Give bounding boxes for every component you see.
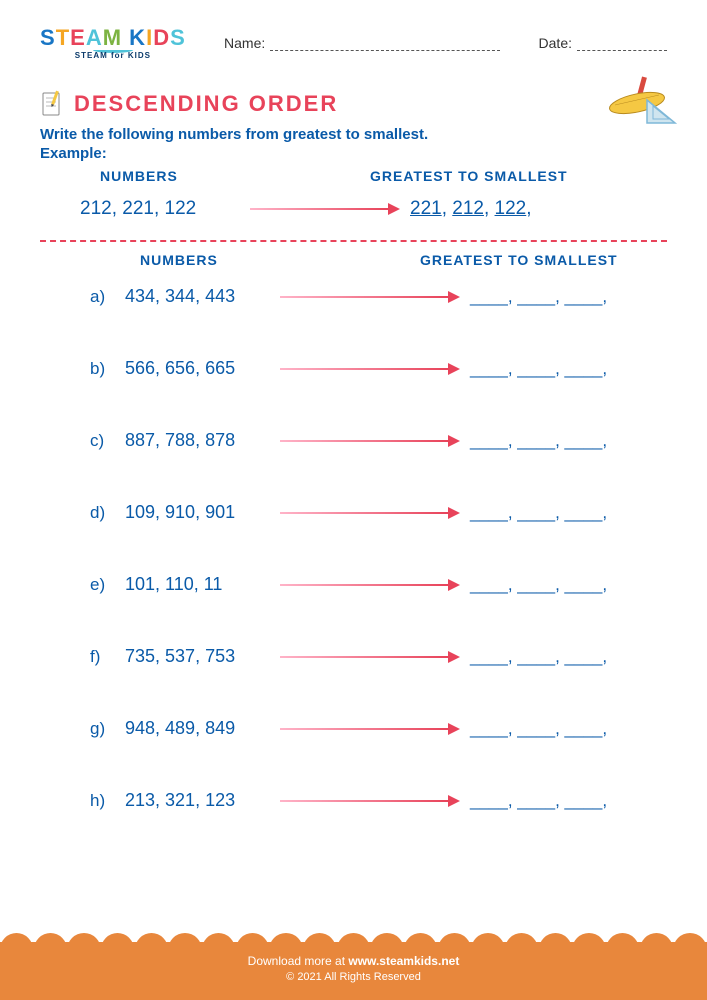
example-result: 221, 212, 122, <box>410 198 532 220</box>
col-header-result: GREATEST TO SMALLEST <box>420 252 618 268</box>
answer-blanks[interactable]: ____, ____, ____, <box>470 503 607 523</box>
problem-arrow <box>280 291 460 303</box>
problem-label: a) <box>90 287 125 307</box>
problems-headers: NUMBERS GREATEST TO SMALLEST <box>40 252 667 268</box>
example-numbers: 212, 221, 122 <box>80 198 250 220</box>
date-field-group: Date: <box>539 35 667 51</box>
arrow-line <box>250 208 388 210</box>
problems-list: a)434, 344, 443____, ____, ____,b)566, 6… <box>40 286 667 811</box>
example-row: 212, 221, 122 221, 212, 122, <box>40 198 667 220</box>
problem-numbers: 887, 788, 878 <box>125 430 280 451</box>
example-arrow <box>250 203 400 215</box>
answer-blanks[interactable]: ____, ____, ____, <box>470 575 607 595</box>
problem-row: d)109, 910, 901 ____, ____, ____, <box>40 502 667 523</box>
answer-blanks[interactable]: ____, ____, ____, <box>470 431 607 451</box>
arrow-head-icon <box>388 203 400 215</box>
footer-prefix: Download more at <box>248 954 349 968</box>
paper-pencil-icon <box>40 90 64 118</box>
name-input-line[interactable] <box>270 37 500 51</box>
problem-row: f)735, 537, 753 ____, ____, ____, <box>40 646 667 667</box>
problem-label: e) <box>90 575 125 595</box>
footer-link: www.steamkids.net <box>348 954 459 968</box>
problem-arrow <box>280 507 460 519</box>
problem-label: c) <box>90 431 125 451</box>
problem-arrow <box>280 435 460 447</box>
answer-blanks[interactable]: ____, ____, ____, <box>470 791 607 811</box>
problem-numbers: 109, 910, 901 <box>125 502 280 523</box>
worksheet-page: STEAM KIDS STEAM for KIDS Name: Date: DE… <box>0 0 707 811</box>
problem-numbers: 735, 537, 753 <box>125 646 280 667</box>
problem-row: a)434, 344, 443 ____, ____, ____, <box>40 286 667 307</box>
col-header-result: GREATEST TO SMALLEST <box>370 168 568 184</box>
problem-arrow <box>280 723 460 735</box>
footer-scallop <box>0 933 707 951</box>
col-header-numbers: NUMBERS <box>100 168 330 184</box>
footer-copyright: © 2021 All Rights Reserved <box>0 971 707 983</box>
problem-arrow <box>280 795 460 807</box>
name-field-group: Name: <box>224 35 500 51</box>
problem-row: b)566, 656, 665 ____, ____, ____, <box>40 358 667 379</box>
title-row: DESCENDING ORDER <box>40 90 667 118</box>
problem-numbers: 434, 344, 443 <box>125 286 280 307</box>
ruler-tools-icon <box>607 75 677 130</box>
answer-blanks[interactable]: ____, ____, ____, <box>470 719 607 739</box>
example-headers: NUMBERS GREATEST TO SMALLEST <box>40 168 667 184</box>
col-header-numbers: NUMBERS <box>140 252 340 268</box>
example-label: Example: <box>40 145 667 162</box>
problem-label: g) <box>90 719 125 739</box>
date-input-line[interactable] <box>577 37 667 51</box>
answer-blanks[interactable]: ____, ____, ____, <box>470 359 607 379</box>
problem-numbers: 948, 489, 849 <box>125 718 280 739</box>
date-label: Date: <box>539 35 572 51</box>
section-divider <box>40 240 667 242</box>
problem-row: h)213, 321, 123 ____, ____, ____, <box>40 790 667 811</box>
problem-numbers: 566, 656, 665 <box>125 358 280 379</box>
problem-numbers: 213, 321, 123 <box>125 790 280 811</box>
brand-sub: STEAM for KIDS <box>75 51 151 60</box>
instruction-text: Write the following numbers from greates… <box>40 126 667 143</box>
problem-label: f) <box>90 647 125 667</box>
problem-arrow <box>280 363 460 375</box>
name-label: Name: <box>224 35 265 51</box>
problem-arrow <box>280 579 460 591</box>
page-footer: Download more at www.steamkids.net © 202… <box>0 942 707 1000</box>
problem-row: c)887, 788, 878 ____, ____, ____, <box>40 430 667 451</box>
answer-blanks[interactable]: ____, ____, ____, <box>470 647 607 667</box>
problem-label: b) <box>90 359 125 379</box>
problem-row: g)948, 489, 849 ____, ____, ____, <box>40 718 667 739</box>
problem-label: h) <box>90 791 125 811</box>
problem-row: e)101, 110, 11 ____, ____, ____, <box>40 574 667 595</box>
problem-arrow <box>280 651 460 663</box>
page-title: DESCENDING ORDER <box>74 91 338 117</box>
problem-numbers: 101, 110, 11 <box>125 574 280 595</box>
answer-blanks[interactable]: ____, ____, ____, <box>470 287 607 307</box>
header-row: STEAM KIDS STEAM for KIDS Name: Date: <box>40 25 667 60</box>
problem-label: d) <box>90 503 125 523</box>
brand-logo: STEAM KIDS STEAM for KIDS <box>40 25 186 60</box>
